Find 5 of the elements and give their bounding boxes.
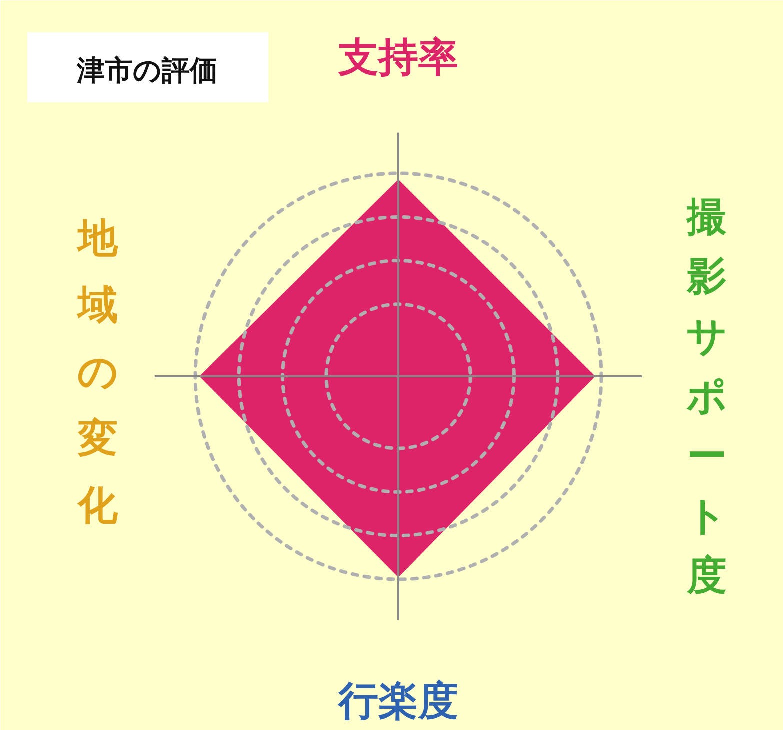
spoke-label: 撮影サポート度: [686, 194, 728, 600]
spoke-label: 地域の変化: [76, 216, 120, 529]
spoke-label: 支持率: [338, 34, 458, 81]
spoke-label: 行楽度: [336, 678, 458, 724]
text: 津市の評価: [76, 54, 218, 87]
